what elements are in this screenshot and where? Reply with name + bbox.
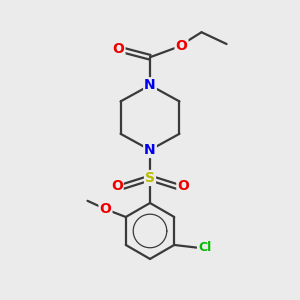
Text: O: O <box>177 179 189 193</box>
Text: O: O <box>111 179 123 193</box>
Text: O: O <box>100 202 111 216</box>
Text: N: N <box>144 78 156 92</box>
Text: N: N <box>144 143 156 157</box>
Text: O: O <box>176 39 188 53</box>
Text: O: O <box>112 42 124 56</box>
Text: Cl: Cl <box>198 242 211 254</box>
Text: S: S <box>145 171 155 185</box>
